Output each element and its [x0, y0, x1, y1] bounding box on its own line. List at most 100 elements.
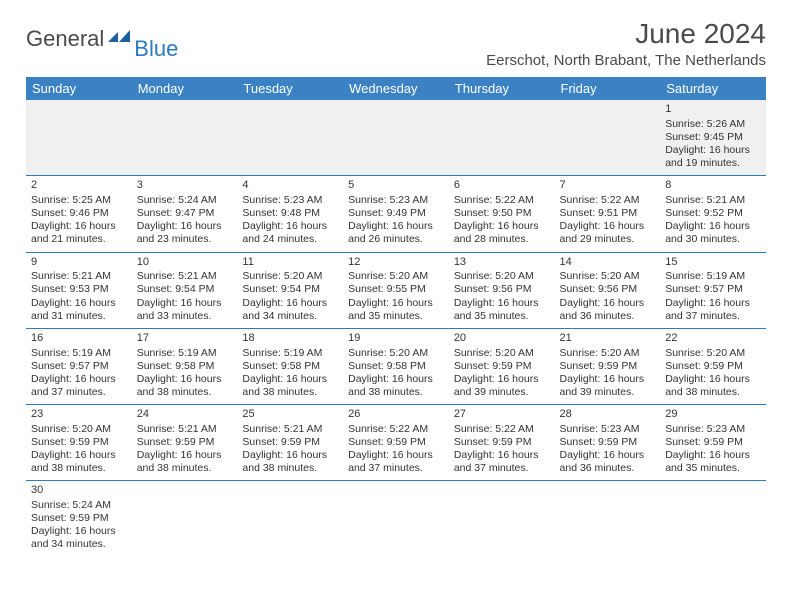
calendar-day-empty [343, 100, 449, 176]
calendar-day: 30Sunrise: 5:24 AMSunset: 9:59 PMDayligh… [26, 481, 132, 557]
weekday-header: Monday [132, 77, 238, 100]
daylight-line: Daylight: 16 hours and 24 minutes. [242, 220, 338, 246]
day-number: 11 [242, 256, 338, 270]
calendar-day: 19Sunrise: 5:20 AMSunset: 9:58 PMDayligh… [343, 328, 449, 404]
weekday-header: Wednesday [343, 77, 449, 100]
calendar-day: 24Sunrise: 5:21 AMSunset: 9:59 PMDayligh… [132, 405, 238, 481]
calendar-table: SundayMondayTuesdayWednesdayThursdayFrid… [26, 77, 766, 557]
calendar-day: 26Sunrise: 5:22 AMSunset: 9:59 PMDayligh… [343, 405, 449, 481]
calendar-day-empty [343, 481, 449, 557]
sunrise-line: Sunrise: 5:21 AM [137, 270, 233, 283]
sunrise-line: Sunrise: 5:20 AM [665, 347, 761, 360]
daylight-line: Daylight: 16 hours and 29 minutes. [560, 220, 656, 246]
daylight-line: Daylight: 16 hours and 38 minutes. [348, 373, 444, 399]
day-number: 10 [137, 256, 233, 270]
sunrise-line: Sunrise: 5:21 AM [665, 194, 761, 207]
day-number: 19 [348, 332, 444, 346]
day-number: 14 [560, 256, 656, 270]
daylight-line: Daylight: 16 hours and 38 minutes. [137, 449, 233, 475]
weekday-header: Sunday [26, 77, 132, 100]
sunset-line: Sunset: 9:47 PM [137, 207, 233, 220]
day-number: 18 [242, 332, 338, 346]
calendar-day-empty [449, 100, 555, 176]
daylight-line: Daylight: 16 hours and 38 minutes. [242, 373, 338, 399]
sunrise-line: Sunrise: 5:20 AM [454, 270, 550, 283]
page-title: June 2024 [486, 18, 766, 50]
daylight-line: Daylight: 16 hours and 34 minutes. [31, 525, 127, 551]
calendar-day-empty [237, 481, 343, 557]
daylight-line: Daylight: 16 hours and 37 minutes. [348, 449, 444, 475]
calendar-day: 21Sunrise: 5:20 AMSunset: 9:59 PMDayligh… [555, 328, 661, 404]
day-number: 27 [454, 408, 550, 422]
daylight-line: Daylight: 16 hours and 34 minutes. [242, 297, 338, 323]
day-number: 16 [31, 332, 127, 346]
day-number: 6 [454, 179, 550, 193]
calendar-day: 1Sunrise: 5:26 AMSunset: 9:45 PMDaylight… [660, 100, 766, 176]
day-number: 9 [31, 256, 127, 270]
sunrise-line: Sunrise: 5:19 AM [137, 347, 233, 360]
day-number: 12 [348, 256, 444, 270]
sunrise-line: Sunrise: 5:24 AM [31, 499, 127, 512]
sunrise-line: Sunrise: 5:20 AM [348, 347, 444, 360]
calendar-day-empty [132, 100, 238, 176]
calendar-row: 1Sunrise: 5:26 AMSunset: 9:45 PMDaylight… [26, 100, 766, 176]
calendar-day: 29Sunrise: 5:23 AMSunset: 9:59 PMDayligh… [660, 405, 766, 481]
title-block: June 2024 Eerschot, North Brabant, The N… [486, 18, 766, 73]
sunrise-line: Sunrise: 5:20 AM [560, 270, 656, 283]
sunset-line: Sunset: 9:55 PM [348, 283, 444, 296]
daylight-line: Daylight: 16 hours and 36 minutes. [560, 297, 656, 323]
calendar-day: 3Sunrise: 5:24 AMSunset: 9:47 PMDaylight… [132, 176, 238, 252]
calendar-day: 7Sunrise: 5:22 AMSunset: 9:51 PMDaylight… [555, 176, 661, 252]
sunrise-line: Sunrise: 5:23 AM [665, 423, 761, 436]
daylight-line: Daylight: 16 hours and 35 minutes. [348, 297, 444, 323]
sunset-line: Sunset: 9:59 PM [31, 436, 127, 449]
sunrise-line: Sunrise: 5:19 AM [31, 347, 127, 360]
sunrise-line: Sunrise: 5:21 AM [31, 270, 127, 283]
sunset-line: Sunset: 9:56 PM [454, 283, 550, 296]
sunrise-line: Sunrise: 5:20 AM [348, 270, 444, 283]
day-number: 7 [560, 179, 656, 193]
calendar-day: 22Sunrise: 5:20 AMSunset: 9:59 PMDayligh… [660, 328, 766, 404]
sunrise-line: Sunrise: 5:22 AM [454, 423, 550, 436]
daylight-line: Daylight: 16 hours and 38 minutes. [137, 373, 233, 399]
sunset-line: Sunset: 9:52 PM [665, 207, 761, 220]
weekday-header: Thursday [449, 77, 555, 100]
day-number: 30 [31, 484, 127, 498]
logo-text-blue: Blue [134, 36, 178, 62]
flag-icon [108, 28, 134, 51]
daylight-line: Daylight: 16 hours and 37 minutes. [31, 373, 127, 399]
calendar-row: 9Sunrise: 5:21 AMSunset: 9:53 PMDaylight… [26, 252, 766, 328]
day-number: 28 [560, 408, 656, 422]
calendar-day-empty [26, 100, 132, 176]
daylight-line: Daylight: 16 hours and 38 minutes. [665, 373, 761, 399]
day-number: 23 [31, 408, 127, 422]
sunset-line: Sunset: 9:58 PM [242, 360, 338, 373]
logo: General Blue [26, 26, 180, 52]
day-number: 13 [454, 256, 550, 270]
day-number: 21 [560, 332, 656, 346]
sunrise-line: Sunrise: 5:21 AM [137, 423, 233, 436]
weekday-header-row: SundayMondayTuesdayWednesdayThursdayFrid… [26, 77, 766, 100]
sunrise-line: Sunrise: 5:22 AM [454, 194, 550, 207]
sunrise-line: Sunrise: 5:25 AM [31, 194, 127, 207]
sunset-line: Sunset: 9:59 PM [560, 436, 656, 449]
weekday-header: Tuesday [237, 77, 343, 100]
sunset-line: Sunset: 9:59 PM [137, 436, 233, 449]
location: Eerschot, North Brabant, The Netherlands [486, 52, 766, 69]
calendar-day: 2Sunrise: 5:25 AMSunset: 9:46 PMDaylight… [26, 176, 132, 252]
daylight-line: Daylight: 16 hours and 21 minutes. [31, 220, 127, 246]
sunset-line: Sunset: 9:49 PM [348, 207, 444, 220]
daylight-line: Daylight: 16 hours and 23 minutes. [137, 220, 233, 246]
daylight-line: Daylight: 16 hours and 35 minutes. [665, 449, 761, 475]
daylight-line: Daylight: 16 hours and 38 minutes. [242, 449, 338, 475]
calendar-day: 16Sunrise: 5:19 AMSunset: 9:57 PMDayligh… [26, 328, 132, 404]
sunrise-line: Sunrise: 5:19 AM [665, 270, 761, 283]
sunset-line: Sunset: 9:54 PM [242, 283, 338, 296]
sunset-line: Sunset: 9:58 PM [137, 360, 233, 373]
sunrise-line: Sunrise: 5:22 AM [560, 194, 656, 207]
day-number: 26 [348, 408, 444, 422]
daylight-line: Daylight: 16 hours and 33 minutes. [137, 297, 233, 323]
calendar-row: 30Sunrise: 5:24 AMSunset: 9:59 PMDayligh… [26, 481, 766, 557]
sunset-line: Sunset: 9:59 PM [31, 512, 127, 525]
day-number: 5 [348, 179, 444, 193]
